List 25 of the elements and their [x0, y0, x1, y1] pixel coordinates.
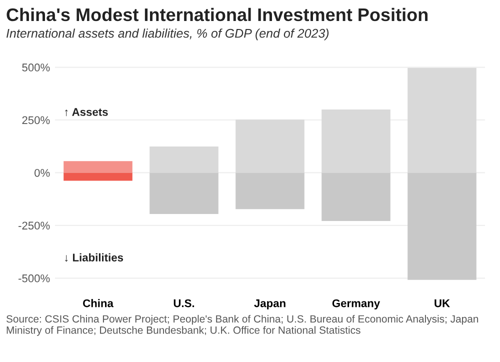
bar [150, 146, 218, 173]
bar [408, 172, 476, 280]
x-tick-label: Japan [254, 299, 286, 310]
y-tick-label: 0% [34, 168, 50, 177]
bar [236, 172, 304, 210]
y-tick-label: 250% [22, 116, 50, 124]
x-tick-label: U.S. [174, 299, 194, 308]
bar [322, 172, 390, 221]
x-tick-label: UK [434, 299, 450, 308]
bar [408, 68, 476, 173]
x-tick-label: Germany [332, 299, 380, 310]
bar [236, 120, 304, 173]
chart-subtitle: International assets and liabilities, % of GDP (end of 2023) [6, 28, 329, 40]
bar [150, 172, 218, 214]
y-tick-label: 500% [22, 64, 50, 72]
bar [322, 109, 390, 173]
y-tick-label: -250% [18, 222, 50, 230]
annotation: ↑ Assets [65, 108, 108, 116]
bar [64, 172, 132, 181]
y-tick-label: -500% [18, 274, 50, 282]
chart-title: China's Modest International Investment Position [6, 8, 428, 22]
source-note: Source: CSIS China Power Project; People's Bank of China; U.S. Bureau of Economic Analysis; Japan Ministry of Finance; Deutsche Bundesbank; U.K. Office for National Statistics [6, 314, 478, 336]
annotation: ↓ Liabilities [65, 253, 124, 262]
bar [64, 161, 132, 173]
x-tick-label: China [83, 299, 114, 308]
